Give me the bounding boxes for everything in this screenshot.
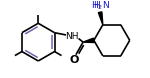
Polygon shape xyxy=(98,12,103,25)
Text: O: O xyxy=(69,55,79,65)
Text: $\mathregular{H_2N}$: $\mathregular{H_2N}$ xyxy=(91,0,110,12)
Text: H: H xyxy=(93,1,100,10)
Polygon shape xyxy=(83,38,94,43)
Text: NH: NH xyxy=(66,32,79,41)
